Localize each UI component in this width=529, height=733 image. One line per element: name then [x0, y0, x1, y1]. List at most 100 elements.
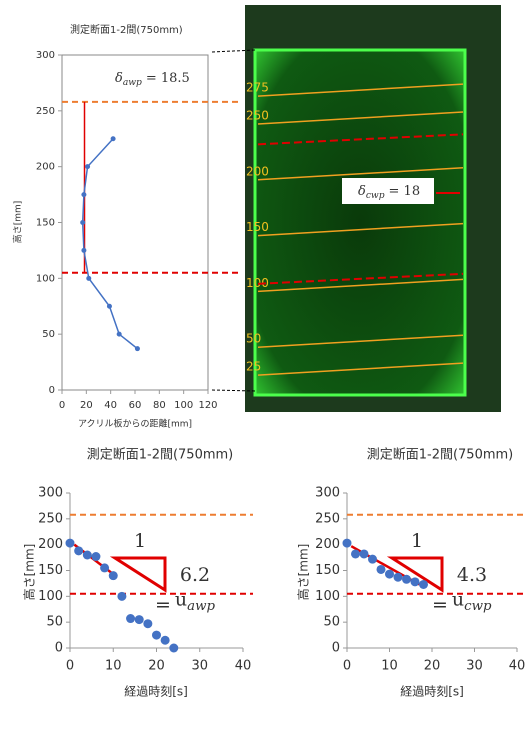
data-point — [385, 569, 394, 579]
x-tick-label: 20 — [80, 400, 93, 411]
chart-title: 測定断面1-2間(750mm) — [87, 448, 234, 463]
data-point — [376, 564, 386, 574]
annotation-sub: awp — [187, 599, 215, 614]
x-tick-label: 10 — [105, 659, 122, 674]
data-point — [169, 643, 179, 653]
series-line — [81, 138, 138, 350]
data-point — [160, 635, 170, 645]
photo-level-line — [257, 83, 464, 97]
data-point — [143, 619, 153, 629]
data-point — [80, 220, 86, 225]
data-point — [100, 563, 110, 573]
x-tick-label: 0 — [66, 659, 74, 674]
x-tick-label: 20 — [148, 659, 165, 674]
data-point — [152, 630, 161, 640]
x-axis-label: 経過時刻[s] — [400, 685, 464, 699]
y-tick-label: 200 — [315, 537, 340, 552]
data-point — [134, 346, 140, 352]
data-point — [126, 614, 136, 624]
chart-title: 測定断面1-2間(750mm) — [70, 23, 183, 36]
y-axis-label: 高さ[mm] — [12, 201, 24, 244]
y-tick-label: 150 — [315, 563, 340, 578]
data-point — [402, 574, 411, 584]
y-tick-label: 200 — [36, 162, 55, 173]
y-tick-label: 100 — [315, 589, 340, 604]
data-point — [117, 591, 127, 601]
x-tick-label: 30 — [191, 659, 208, 674]
data-point — [106, 303, 112, 309]
slope-run: 1 — [134, 530, 146, 552]
x-tick-label: 80 — [153, 400, 166, 411]
x-tick-label: 0 — [59, 400, 65, 411]
link-line — [211, 49, 256, 53]
y-tick-label: 250 — [315, 511, 340, 526]
annotation: δcwp = 18 — [358, 184, 420, 201]
annotation-sub: cwp — [464, 599, 492, 614]
photo-dash — [257, 133, 464, 146]
photo-label: 100 — [246, 276, 269, 290]
x-tick-label: 40 — [509, 659, 526, 674]
y-tick-label: 200 — [38, 537, 63, 552]
data-point — [74, 546, 84, 556]
data-point — [342, 538, 352, 548]
data-point — [81, 247, 87, 253]
y-tick-label: 50 — [46, 615, 63, 630]
x-tick-label: 40 — [104, 400, 117, 411]
x-tick-label: 0 — [343, 659, 351, 674]
y-tick-label: 0 — [55, 641, 63, 656]
photo-label: 50 — [246, 332, 261, 346]
data-point — [410, 577, 420, 587]
x-tick-label: 20 — [424, 659, 441, 674]
photo-label: 275 — [246, 81, 269, 95]
data-point — [359, 549, 369, 559]
y-tick-label: 250 — [36, 106, 55, 117]
photo-label: 150 — [246, 220, 269, 234]
x-tick-label: 120 — [198, 400, 217, 411]
annotation: = ucwp — [432, 588, 492, 616]
y-tick-label: 0 — [332, 641, 340, 656]
photo-label: 200 — [246, 164, 269, 178]
x-tick-label: 60 — [129, 400, 142, 411]
y-tick-label: 100 — [36, 273, 55, 284]
y-tick-label: 300 — [38, 486, 63, 501]
photo-level-line — [257, 362, 464, 376]
annotation: = uawp — [155, 588, 215, 616]
x-axis-label: 経過時刻[s] — [124, 685, 188, 699]
data-point — [86, 275, 92, 281]
y-axis-label: 高さ[mm] — [296, 544, 311, 601]
slope-rise: 4.3 — [457, 564, 487, 586]
annotation-box — [342, 178, 434, 204]
photo-dash — [257, 272, 464, 285]
photo-level-line — [257, 111, 464, 125]
slope-run: 1 — [411, 530, 423, 552]
data-point — [110, 136, 116, 142]
data-point — [368, 554, 377, 564]
y-tick-label: 300 — [315, 486, 340, 501]
annotation-sub: awp — [123, 77, 142, 87]
slope-rise: 6.2 — [180, 564, 210, 586]
annotation-part: = — [432, 594, 448, 616]
x-axis-label: アクリル板からの距離[mm] — [78, 418, 192, 430]
annotation-part: u — [175, 588, 187, 610]
y-tick-label: 150 — [38, 563, 63, 578]
data-point — [81, 192, 87, 198]
x-tick-label: 10 — [381, 659, 398, 674]
y-tick-label: 300 — [36, 50, 55, 61]
y-tick-label: 50 — [42, 329, 55, 340]
link-line — [211, 389, 256, 392]
y-tick-label: 50 — [323, 615, 340, 630]
data-point — [134, 615, 144, 625]
annotation-part: = — [155, 594, 171, 616]
annotation-part: δ — [358, 184, 366, 199]
slope-triangle — [109, 556, 167, 593]
annotation-part: = 18 — [389, 184, 421, 199]
data-point — [351, 549, 360, 559]
photo-panel — [253, 48, 467, 397]
x-tick-label: 40 — [235, 659, 252, 674]
slope-triangle — [386, 556, 444, 593]
photo-label: 25 — [246, 360, 261, 374]
annotation-sub: cwp — [366, 190, 385, 200]
x-tick-label: 100 — [174, 400, 193, 411]
photo-level-line — [257, 222, 464, 237]
